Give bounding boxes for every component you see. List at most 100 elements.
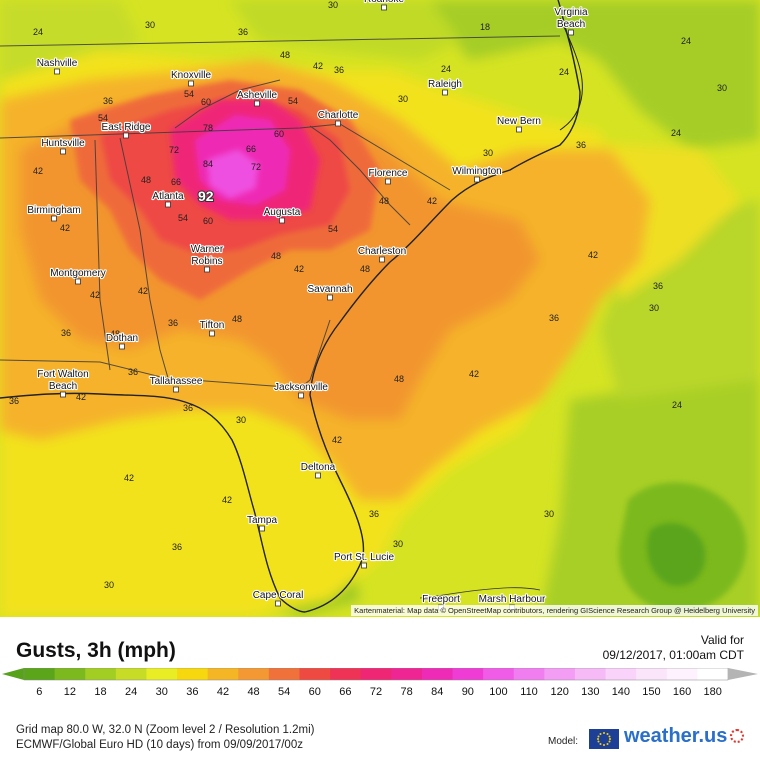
city-label: Cape Coral xyxy=(253,590,304,601)
valid-time: 09/12/2017, 01:00am CDT xyxy=(602,648,744,662)
gust-value-label: 48 xyxy=(394,374,404,384)
city-marker[interactable] xyxy=(60,391,66,398)
city-marker[interactable] xyxy=(75,278,81,285)
gust-value-label: 36 xyxy=(103,96,113,106)
gust-value-label: 54 xyxy=(98,113,108,123)
city-marker[interactable] xyxy=(254,100,260,107)
scale-tick-label: 84 xyxy=(431,686,443,698)
scale-tick-label: 24 xyxy=(125,686,137,698)
city-label: Beach xyxy=(49,381,77,392)
city-marker[interactable] xyxy=(165,201,171,208)
scale-tick-label: 30 xyxy=(156,686,168,698)
city-marker[interactable] xyxy=(361,562,367,569)
city-marker[interactable] xyxy=(298,392,304,399)
city-marker[interactable] xyxy=(385,178,391,185)
gust-value-label: 36 xyxy=(168,318,178,328)
scale-swatch xyxy=(238,668,270,680)
gust-value-label: 24 xyxy=(33,27,43,37)
scale-swatch xyxy=(24,668,56,680)
city-marker[interactable] xyxy=(568,29,574,36)
city-marker[interactable] xyxy=(315,472,321,479)
scale-tick-label: 160 xyxy=(673,686,691,698)
city-label: Fort Walton xyxy=(37,369,88,380)
city-label: Freeport xyxy=(422,594,460,605)
city-label: New Bern xyxy=(497,116,541,127)
city-marker[interactable] xyxy=(275,600,281,607)
city-marker[interactable] xyxy=(327,294,333,301)
city-marker[interactable] xyxy=(516,126,522,133)
gust-value-label: 42 xyxy=(124,473,134,483)
city-marker[interactable] xyxy=(379,256,385,263)
city-marker[interactable] xyxy=(442,89,448,96)
gulf-coast-outline xyxy=(0,392,306,613)
gust-value-label: 30 xyxy=(393,539,403,549)
scale-tick-label: 150 xyxy=(642,686,660,698)
scale-swatch xyxy=(513,668,545,680)
city-label: Tampa xyxy=(247,515,277,526)
gust-value-label: 84 xyxy=(203,159,213,169)
gust-value-label: 24 xyxy=(681,36,691,46)
scale-swatch xyxy=(54,668,86,680)
scale-low-arrow xyxy=(2,668,24,680)
scale-tick-label: 18 xyxy=(94,686,106,698)
state-borders xyxy=(0,35,561,389)
gust-value-label: 42 xyxy=(588,250,598,260)
city-label: Robins xyxy=(191,256,222,267)
city-marker[interactable] xyxy=(204,266,210,273)
gust-value-label: 48 xyxy=(271,251,281,261)
city-label: Asheville xyxy=(237,90,277,101)
gust-value-label: 42 xyxy=(469,369,479,379)
gust-value-label: 60 xyxy=(274,129,284,139)
gust-value-label: 60 xyxy=(201,97,211,107)
gust-value-label: 24 xyxy=(671,128,681,138)
city-marker[interactable] xyxy=(119,343,125,350)
city-marker[interactable] xyxy=(279,217,285,224)
gust-value-label: 60 xyxy=(203,216,213,226)
gust-value-label: 30 xyxy=(717,83,727,93)
city-marker[interactable] xyxy=(123,132,129,139)
gust-value-label: 42 xyxy=(33,166,43,176)
scale-swatch xyxy=(299,668,331,680)
gust-map[interactable]: 24 30 36 30 18 24 24 30 24 30 24 36 30 36 54 54 60 48 42 36… xyxy=(0,0,760,617)
city-marker[interactable] xyxy=(259,525,265,532)
gust-value-label: 54 xyxy=(288,96,298,106)
gust-value-label: 42 xyxy=(332,435,342,445)
scale-tick-label: 130 xyxy=(581,686,599,698)
city-marker[interactable] xyxy=(51,215,57,222)
scale-swatch xyxy=(330,668,362,680)
city-marker[interactable] xyxy=(188,80,194,87)
gust-value-label: 42 xyxy=(313,61,323,71)
city-marker[interactable] xyxy=(474,176,480,183)
city-marker[interactable] xyxy=(209,330,215,337)
city-marker[interactable] xyxy=(173,386,179,393)
scale-swatch xyxy=(391,668,423,680)
city-marker[interactable] xyxy=(60,148,66,155)
brand-logo[interactable]: weather.us xyxy=(624,725,728,747)
scale-swatch xyxy=(544,668,576,680)
scale-swatch xyxy=(636,668,668,680)
city-label: Atlanta xyxy=(152,191,184,202)
scale-tick-label: 140 xyxy=(612,686,630,698)
map-labels-layer: 24 30 36 30 18 24 24 30 24 30 24 36 30 36 54 54 60 48 42 36… xyxy=(9,0,727,611)
scale-high-arrow xyxy=(728,668,758,680)
gust-value-label: 36 xyxy=(128,367,138,377)
city-marker[interactable] xyxy=(335,120,341,127)
bahamas-outline xyxy=(419,587,541,599)
city-marker[interactable] xyxy=(381,4,387,11)
gust-value-label: 24 xyxy=(672,400,682,410)
city-marker[interactable] xyxy=(54,68,60,75)
gust-value-label: 54 xyxy=(184,89,194,99)
scale-swatch xyxy=(666,668,698,680)
scale-swatch xyxy=(268,668,300,680)
gust-value-label: 30 xyxy=(649,303,659,313)
city-label: Huntsville xyxy=(41,138,85,149)
field-green-lowest xyxy=(646,522,706,586)
gust-value-label: 48 xyxy=(360,264,370,274)
scale-swatch xyxy=(421,668,454,680)
gust-value-label: 24 xyxy=(559,67,569,77)
scale-tick-label: 180 xyxy=(704,686,722,698)
scale-swatch xyxy=(207,668,239,680)
city-label: Port St. Lucie xyxy=(334,552,394,563)
map-attribution: Kartenmaterial: Map data © OpenStreetMap… xyxy=(351,605,758,616)
scale-tick-label: 110 xyxy=(520,686,538,698)
